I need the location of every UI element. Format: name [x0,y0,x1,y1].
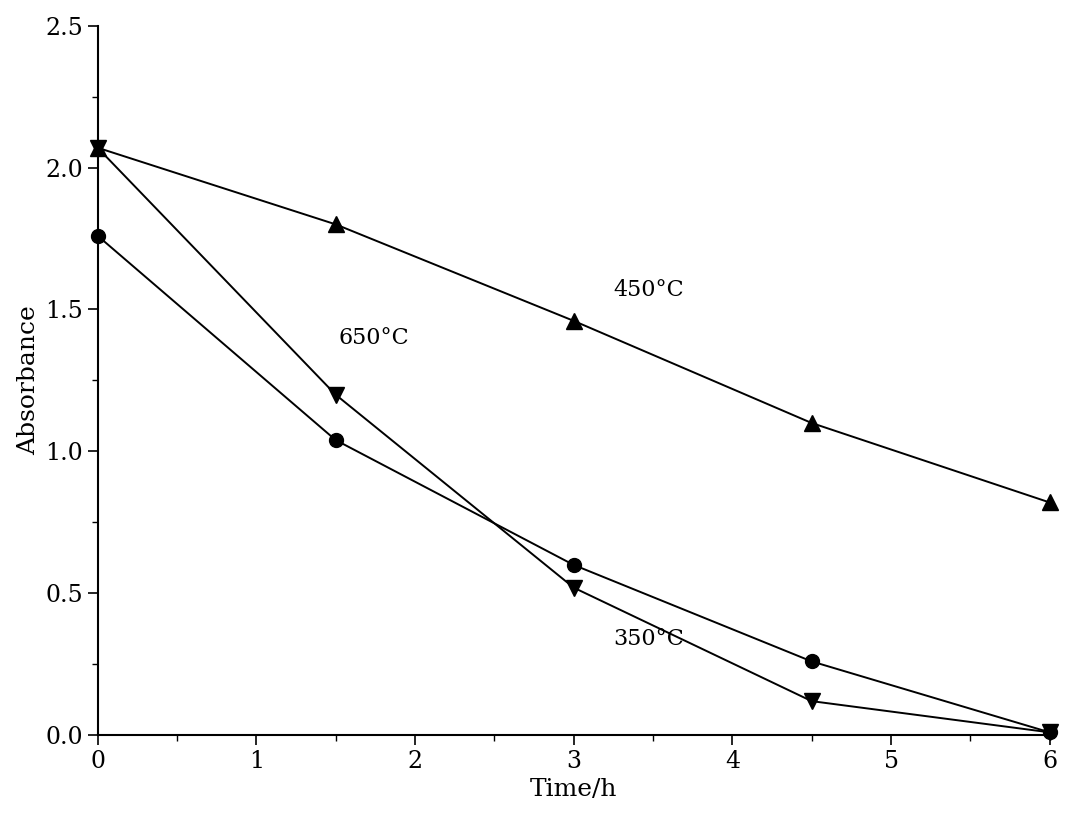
Text: 450°C: 450°C [613,279,684,301]
Y-axis label: Absorbance: Absorbance [17,306,40,456]
X-axis label: Time/h: Time/h [529,779,618,802]
Text: 650°C: 650°C [338,327,409,349]
Text: 350°C: 350°C [613,628,684,650]
